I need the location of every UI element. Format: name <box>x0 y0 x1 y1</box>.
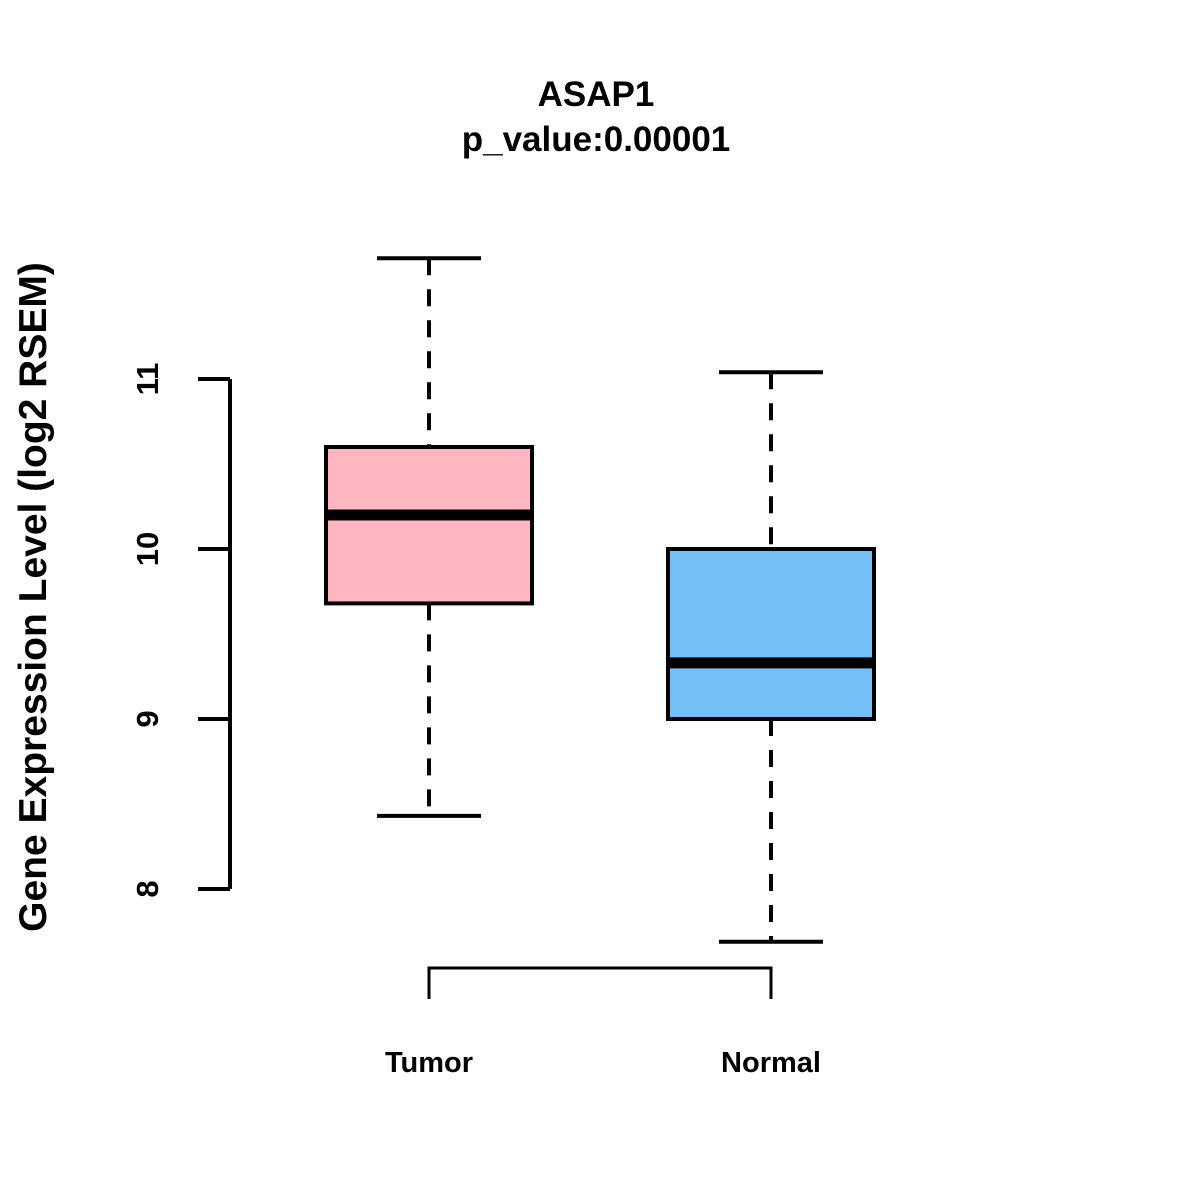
chart-title: ASAP1 <box>538 75 655 114</box>
y-tick-label: 9 <box>130 710 165 727</box>
x-label-normal: Normal <box>721 1047 821 1079</box>
x-category-labels: Tumor Normal <box>385 1047 821 1079</box>
y-tick-label: 11 <box>130 363 165 396</box>
y-axis-label: Gene Expression Level (log2 RSEM) <box>12 262 55 932</box>
comparison-bracket-group <box>427 966 773 999</box>
y-tick-label: 10 <box>130 532 165 566</box>
chart-subtitle-pvalue: p_value:0.00001 <box>462 120 731 159</box>
x-label-tumor: Tumor <box>385 1047 473 1079</box>
comparison-bracket <box>427 966 773 999</box>
boxplot-normal <box>666 370 876 944</box>
boxplot-tumor <box>324 256 534 818</box>
boxplots <box>324 256 876 944</box>
iqr-box-tumor <box>324 445 534 606</box>
y-tick-label: 8 <box>130 880 165 897</box>
y-axis: 8 9 10 11 <box>130 363 232 898</box>
iqr-box-normal <box>666 547 876 721</box>
